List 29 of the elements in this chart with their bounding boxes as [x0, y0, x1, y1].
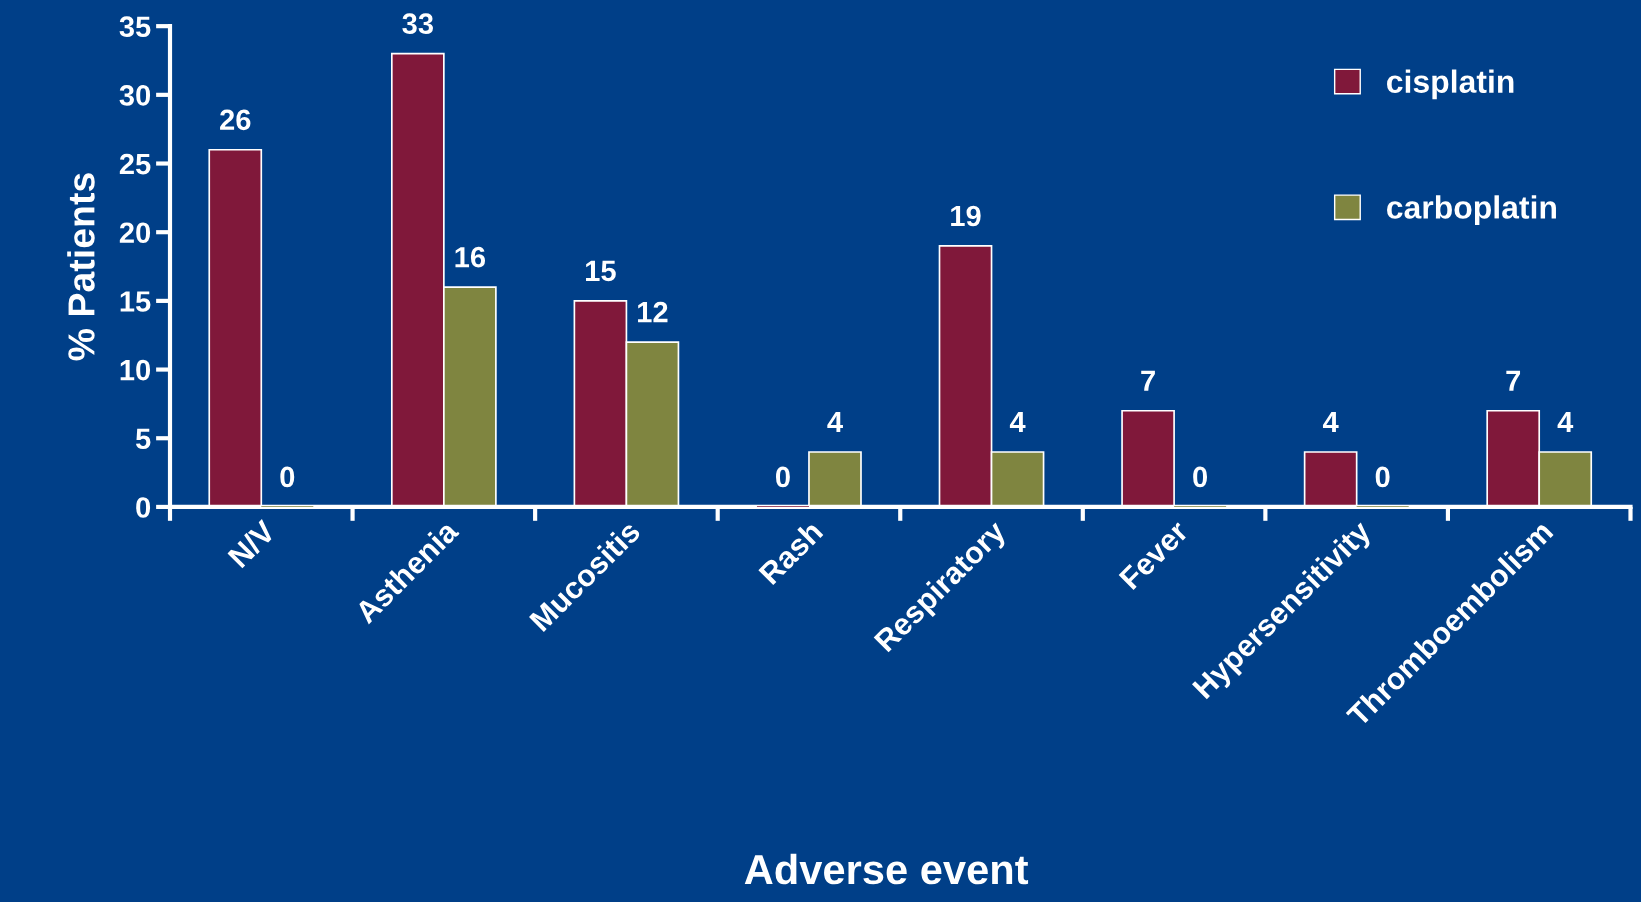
y-tick-label: 35: [119, 16, 151, 38]
data-label: 0: [1375, 466, 1390, 488]
legend-label: carboplatin: [1387, 195, 1556, 226]
legend-label: cisplatin: [1387, 69, 1514, 100]
y-tick-label: 30: [119, 85, 151, 106]
data-label: 15: [586, 260, 616, 282]
y-axis-title: % Patients: [67, 173, 95, 361]
y-tick-label: 10: [120, 359, 151, 381]
data-label: 33: [402, 13, 433, 35]
data-label: 4: [827, 411, 843, 433]
data-label: 26: [220, 109, 251, 131]
data-label: 0: [1193, 466, 1208, 488]
data-label: 7: [1506, 370, 1521, 391]
data-label: 4: [1557, 411, 1574, 433]
data-label: 19: [951, 205, 981, 227]
data-label: 4: [1009, 411, 1026, 433]
data-label: 12: [638, 301, 668, 323]
y-tick-label: 20: [119, 222, 151, 244]
y-tick-label: 25: [119, 153, 151, 175]
y-tick-label: 15: [120, 291, 151, 312]
y-tick-label: 5: [135, 428, 151, 450]
data-label: 7: [1141, 370, 1155, 391]
data-label: 4: [1322, 411, 1339, 433]
x-axis-title: Adverse event: [744, 853, 1029, 885]
x-tick-label: N/V: [226, 518, 278, 569]
y-tick-label: 0: [136, 497, 151, 518]
data-label: 0: [776, 466, 790, 488]
data-label: 16: [455, 246, 486, 268]
data-label: 0: [280, 466, 295, 488]
